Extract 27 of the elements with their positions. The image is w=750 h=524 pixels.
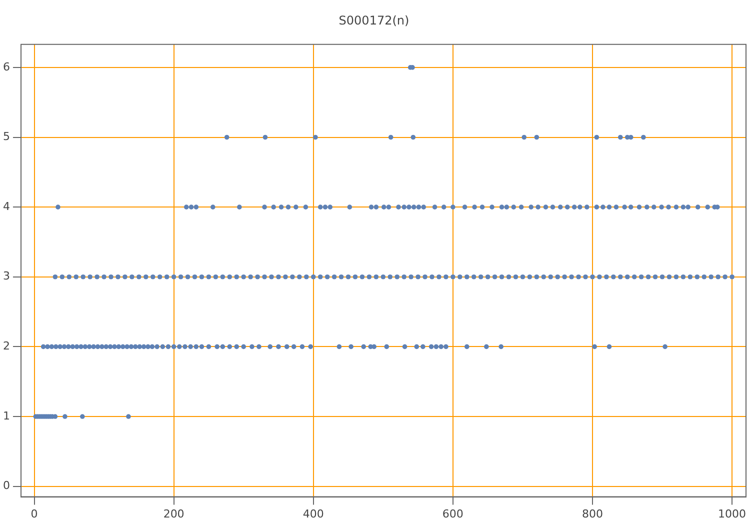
point	[388, 134, 394, 140]
point	[618, 134, 623, 140]
y-tick-label: 0	[3, 479, 10, 492]
y-tick-label: 6	[3, 60, 10, 74]
chart-title: S000172(n)	[338, 13, 410, 28]
point	[534, 134, 540, 140]
point	[126, 414, 131, 419]
x-tick-label: 0	[30, 507, 38, 520]
x-tick-label: 1000	[718, 507, 746, 520]
x-tick-label: 400	[302, 507, 324, 520]
point	[522, 134, 527, 140]
y-tick-label: 2	[3, 340, 10, 353]
point	[262, 134, 268, 140]
y-tick-label: 3	[3, 270, 10, 283]
point	[224, 134, 230, 140]
point	[80, 414, 85, 419]
point	[62, 414, 68, 419]
y-tick-label: 4	[3, 200, 10, 213]
point	[410, 134, 416, 140]
y-tick-label: 5	[3, 130, 10, 144]
point	[641, 134, 646, 140]
x-tick-label: 800	[582, 507, 603, 520]
y-tick-label: 1	[3, 409, 10, 422]
x-tick-label: 200	[163, 507, 184, 520]
x-tick-label: 600	[442, 507, 464, 520]
point	[594, 134, 600, 140]
point	[313, 134, 318, 140]
